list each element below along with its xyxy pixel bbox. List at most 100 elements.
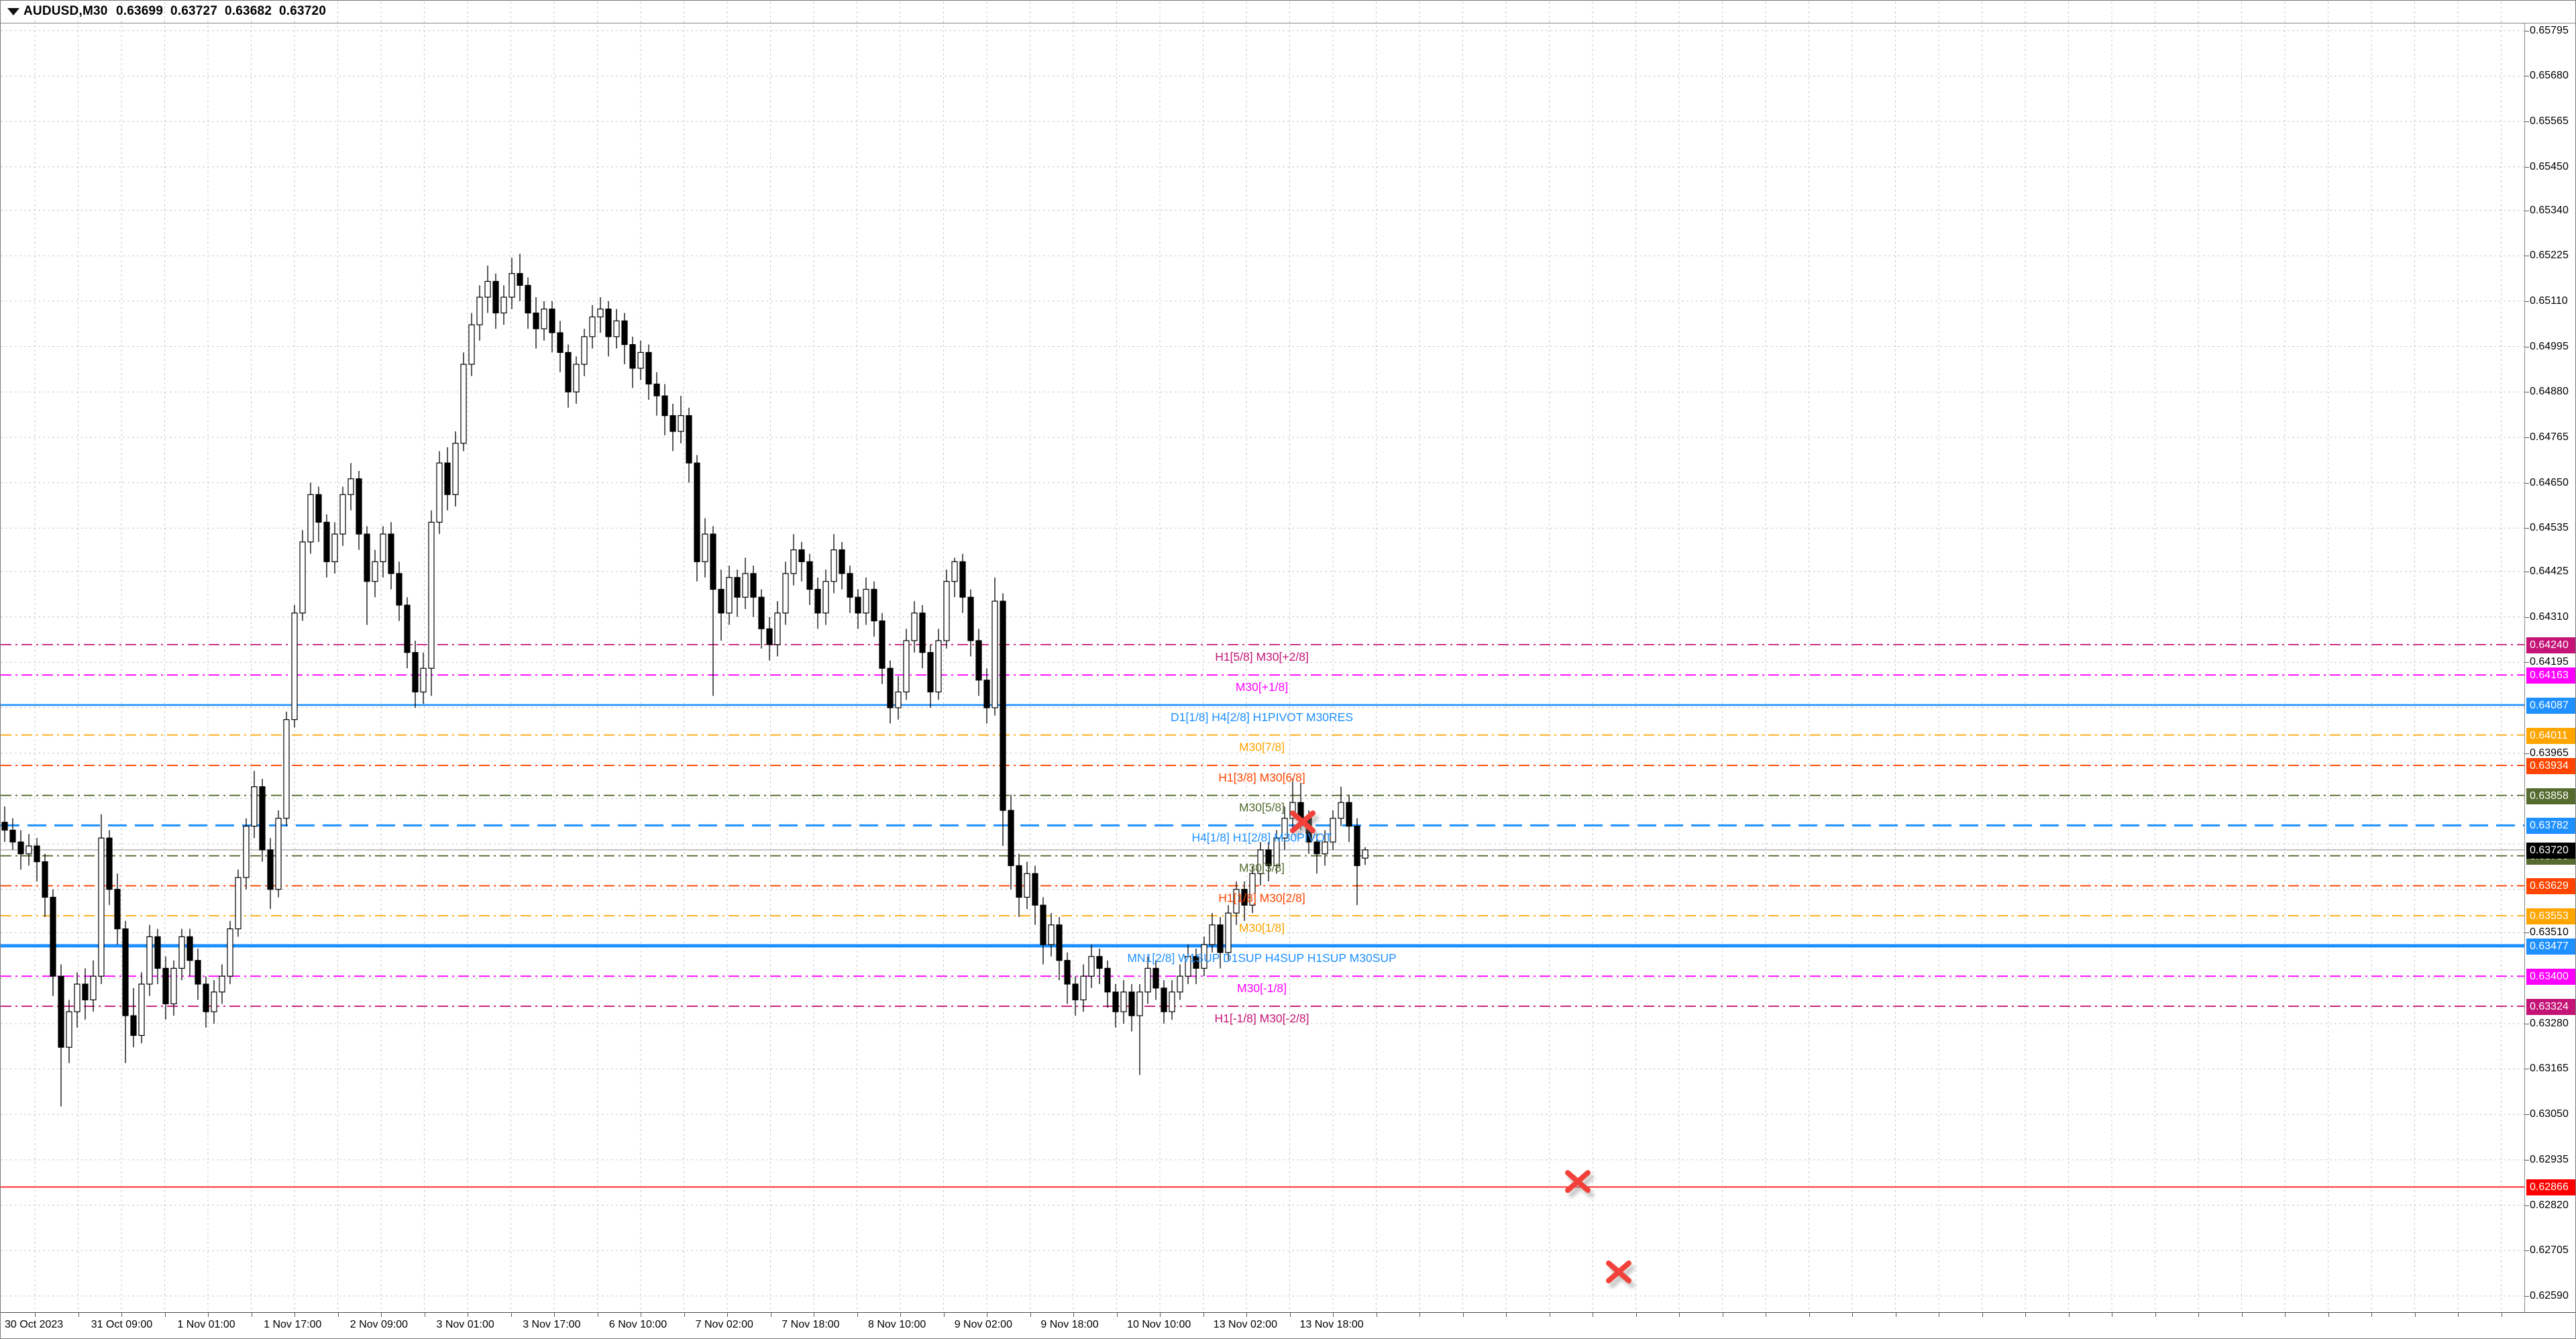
candle-body xyxy=(364,533,370,582)
candlestick-chart[interactable]: H1[5/8] M30[+2/8] M30[+1/8] D1[1/8] H4[2/8… xyxy=(1,1,2576,1312)
candle-body xyxy=(1362,849,1368,859)
candle-body xyxy=(839,549,845,574)
symbol-dropdown-icon[interactable] xyxy=(7,8,19,15)
candle-body xyxy=(742,573,749,598)
symbol-period-label[interactable]: AUDUSD,M30 xyxy=(23,4,108,18)
level-price-box: 0.63858 xyxy=(2526,788,2575,804)
price-tick-label: 0.65450 xyxy=(2530,160,2569,172)
level-label: H1[1/8] M30[2/8] xyxy=(1218,891,1305,904)
candle-body xyxy=(1217,924,1224,953)
candle-body xyxy=(122,928,129,1016)
price-tick-label: 0.65680 xyxy=(2530,70,2569,82)
candle-body xyxy=(162,967,169,1004)
time-tick-mark xyxy=(1203,1313,1204,1317)
candle-body xyxy=(822,581,829,614)
time-axis-label: 1 Nov 01:00 xyxy=(177,1319,235,1330)
candle-body xyxy=(1257,849,1264,874)
level-label: M30[5/8] xyxy=(1239,801,1285,814)
time-tick-mark xyxy=(684,1313,685,1317)
candle-body xyxy=(98,837,105,977)
candle-body xyxy=(468,324,475,365)
price-tick-label: 0.64650 xyxy=(2530,476,2569,488)
candle-body xyxy=(219,975,225,993)
candle-body xyxy=(903,640,910,693)
trade-cross-marker[interactable] xyxy=(1565,1170,1594,1198)
candle-body xyxy=(935,640,942,693)
candle-body xyxy=(211,992,217,1012)
candle-body xyxy=(186,936,193,961)
time-tick-mark xyxy=(727,1313,728,1317)
time-tick-mark xyxy=(2414,1313,2416,1317)
trade-cross-marker[interactable] xyxy=(1290,810,1319,839)
candle-body xyxy=(863,588,869,614)
candle-body xyxy=(388,533,394,574)
candle-body xyxy=(951,561,958,582)
candle-body xyxy=(356,478,362,535)
candle-body xyxy=(1000,600,1006,811)
price-tick-label: 0.63165 xyxy=(2530,1063,2569,1075)
candle-body xyxy=(653,383,660,396)
cross-icon xyxy=(1565,1170,1591,1193)
time-axis-label: 13 Nov 02:00 xyxy=(1213,1319,1277,1330)
candle-body xyxy=(1032,873,1038,906)
candle-body xyxy=(798,549,805,562)
candle-body xyxy=(967,596,974,641)
time-tick-mark xyxy=(1982,1313,1983,1317)
candle-body xyxy=(686,415,692,464)
candle-body xyxy=(750,573,757,598)
level-label: H1[3/8] M30[6/8] xyxy=(1218,771,1305,784)
candle-body xyxy=(1120,992,1127,1012)
price-tick-mark xyxy=(2525,1295,2529,1297)
candle-body xyxy=(1136,992,1143,1016)
level-label: H1[5/8] M30[+2/8] xyxy=(1215,650,1309,663)
time-tick-mark xyxy=(511,1313,512,1317)
time-tick-mark xyxy=(2068,1313,2070,1317)
time-tick-mark xyxy=(1462,1313,1464,1317)
price-tick-label: 0.62590 xyxy=(2530,1289,2569,1301)
candle-body xyxy=(782,573,789,614)
candle-body xyxy=(372,561,378,582)
price-tick-mark xyxy=(2525,1250,2529,1252)
candle-body xyxy=(114,889,121,930)
time-tick-mark xyxy=(1160,1313,1161,1317)
candle-body xyxy=(203,983,209,1012)
candle-body xyxy=(589,316,596,337)
candle-body xyxy=(17,841,24,855)
time-tick-mark xyxy=(1809,1313,1810,1317)
time-tick-mark xyxy=(2155,1313,2156,1317)
candle-body xyxy=(790,549,797,574)
price-axis[interactable]: 0.65795 0.65680 0.65565 0.65450 0.65340 0.652… xyxy=(2524,23,2575,1312)
level-label: M30[+1/8] xyxy=(1236,680,1288,694)
candle-body xyxy=(830,549,837,582)
candle-body xyxy=(1193,956,1199,969)
candle-body xyxy=(1161,987,1167,1012)
time-axis-label: 8 Nov 10:00 xyxy=(868,1319,926,1330)
level-price-box: 0.63934 xyxy=(2526,757,2575,774)
candle-body xyxy=(146,936,153,985)
time-tick-mark xyxy=(1333,1313,1334,1317)
candle-body xyxy=(1313,841,1320,855)
candle-body xyxy=(9,829,16,843)
time-tick-mark xyxy=(121,1313,122,1317)
candle-body xyxy=(533,312,539,329)
candle-body xyxy=(347,478,354,495)
candle-body xyxy=(1024,873,1030,898)
candle-body xyxy=(404,604,411,653)
time-axis-label: 9 Nov 18:00 xyxy=(1040,1319,1099,1330)
candle-body xyxy=(919,612,926,653)
candle-body xyxy=(267,849,274,890)
price-tick-mark xyxy=(2525,662,2529,663)
candle-body xyxy=(1346,802,1352,827)
candle-body xyxy=(517,273,523,286)
price-tick-mark xyxy=(2525,1114,2529,1116)
trade-cross-marker[interactable] xyxy=(1606,1260,1635,1288)
candle-body xyxy=(621,320,628,345)
candle-body xyxy=(1241,889,1248,906)
level-label: M30[-1/8] xyxy=(1237,981,1287,995)
time-axis[interactable]: 30 Oct 2023 31 Oct 09:00 1 Nov 01:00 1 Nov … xyxy=(1,1312,2575,1338)
chart-titlebar: AUDUSD,M30 0.63699 0.63727 0.63682 0.637… xyxy=(1,1,2575,23)
candle-body xyxy=(1040,904,1046,945)
candle-body xyxy=(959,561,966,598)
candle-body xyxy=(581,336,588,365)
